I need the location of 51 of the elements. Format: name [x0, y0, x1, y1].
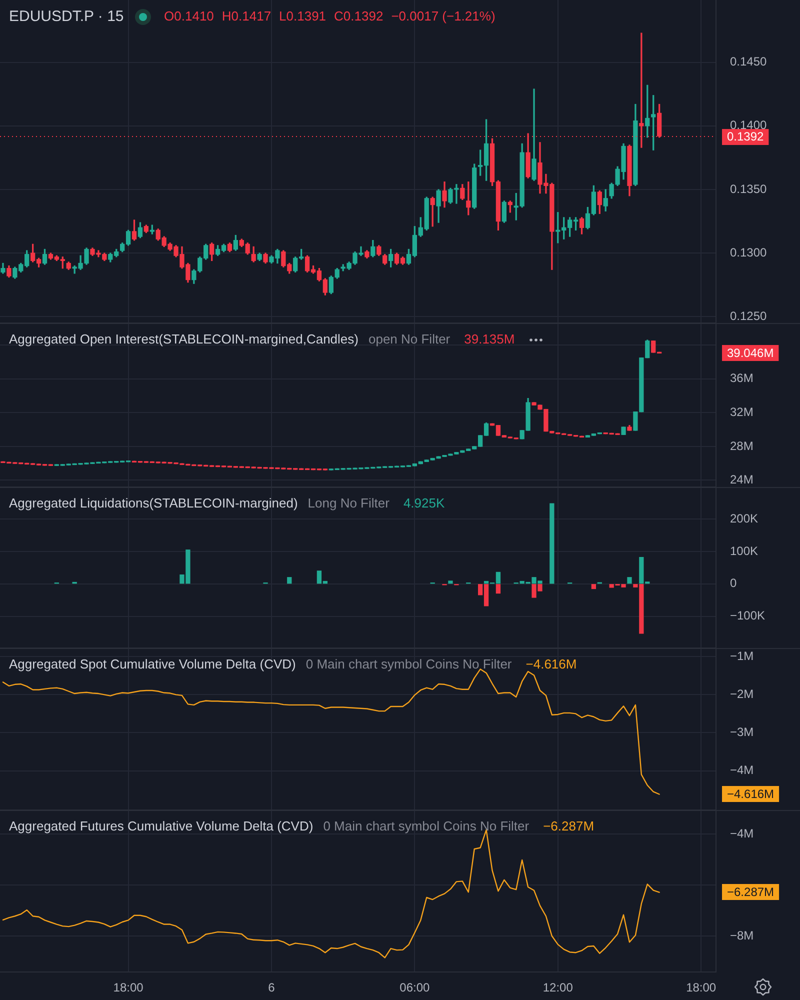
text: EDUUSDT.P · 15 — [9, 8, 124, 26]
y-tick-label: 24M — [730, 472, 754, 487]
y-tick-label: 0.1300 — [730, 245, 768, 260]
x-tick-label: 18:00 — [686, 980, 716, 995]
annotation: −0.0017 (−1.21%) — [391, 8, 496, 24]
annotation: C0.1392 — [334, 8, 384, 24]
text: 0 Main chart symbol Coins No Filter — [323, 818, 530, 834]
annotation: −4.616M — [526, 656, 577, 672]
y-tick-label: 100K — [730, 544, 758, 558]
y-tick-label: 28M — [730, 438, 754, 453]
annotation: 4.925K — [403, 496, 445, 511]
text: 39.046M — [727, 346, 774, 360]
bar — [627, 577, 632, 584]
text: open No Filter — [368, 332, 451, 347]
text: 0 Main chart symbol Coins No Filter — [306, 656, 512, 672]
annotation: O0.1410 — [164, 8, 214, 24]
y-tick-label: 0 — [730, 576, 737, 590]
annotation: 39.135M — [464, 332, 515, 347]
x-tick-label: 6 — [268, 980, 276, 995]
text: Aggregated Open Interest(STABLECOIN-margined,Candles) — [9, 332, 358, 347]
y-tick-label: −4M — [730, 826, 754, 840]
y-tick-label: −2M — [730, 686, 754, 701]
text: Long No Filter — [308, 496, 390, 511]
y-tick-label: −8M — [730, 928, 754, 942]
bar — [448, 580, 453, 584]
bar — [550, 503, 554, 584]
annotation: H0.1417 — [222, 8, 272, 24]
text: Aggregated Futures Cumulative Volume Delta (CVD) — [9, 818, 314, 834]
x-tick-label: 12:00 — [542, 980, 574, 995]
x-tick-label: 18:00 — [113, 980, 144, 995]
y-tick-label: 36M — [730, 371, 754, 386]
text: Aggregated Spot Cumulative Volume Delta (CVD) — [9, 656, 296, 672]
y-tick-label: 0.1450 — [730, 54, 768, 69]
bar — [287, 577, 292, 584]
y-tick-label: −4M — [730, 763, 754, 778]
y-tick-label: −100K — [730, 608, 766, 623]
x-tick-label: 06:00 — [400, 980, 430, 995]
y-tick-label: 0.1350 — [730, 182, 768, 196]
annotation: −6.287M — [543, 818, 594, 834]
candlestick — [532, 88, 536, 181]
text: Aggregated Liquidations(STABLECOIN-margined) — [9, 496, 298, 511]
bar — [591, 584, 596, 590]
annotation: L0.1391 — [279, 8, 326, 24]
y-tick-label: 32M — [730, 404, 754, 419]
bar — [496, 584, 501, 594]
y-tick-label: −3M — [730, 725, 754, 740]
y-tick-label: −1M — [730, 648, 754, 663]
text: −4.616M — [727, 787, 774, 802]
y-tick-label: 200K — [730, 511, 758, 526]
text: −6.287M — [727, 885, 774, 900]
y-tick-label: 0.1250 — [730, 308, 768, 323]
